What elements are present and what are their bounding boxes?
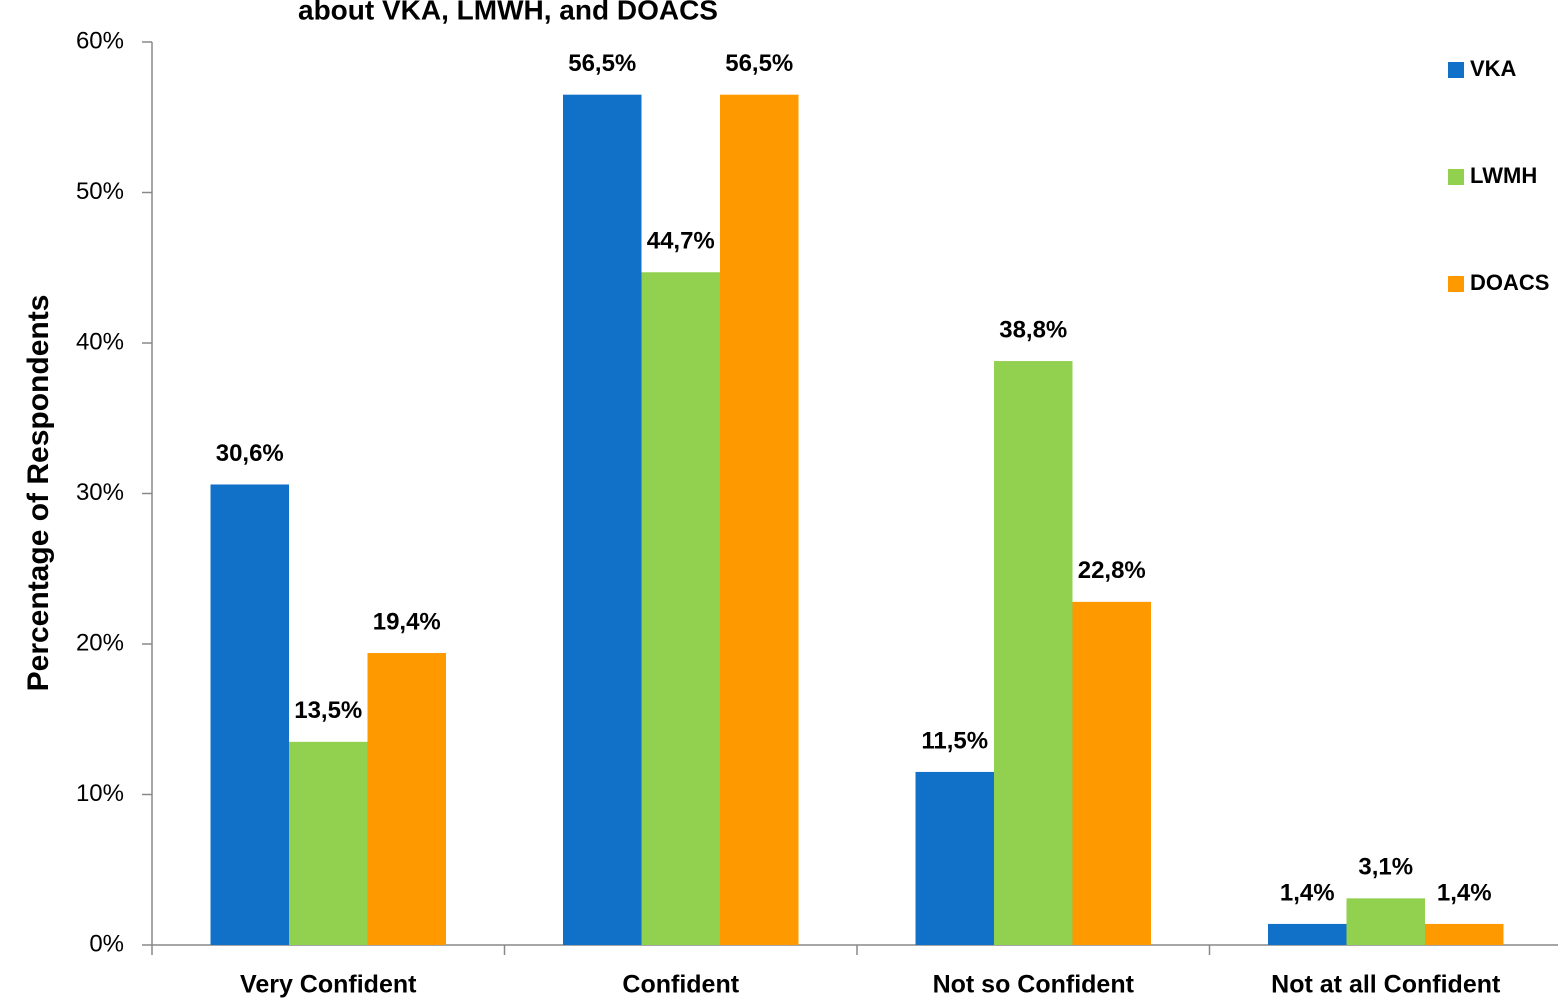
legend-label: VKA <box>1470 56 1517 81</box>
value-label: 44,7% <box>647 228 715 255</box>
legend-swatch <box>1448 169 1464 185</box>
x-tick-label: Very Confident <box>240 971 417 999</box>
value-label: 30,6% <box>216 440 284 467</box>
bar <box>720 94 799 946</box>
value-label: 13,5% <box>294 697 362 724</box>
x-tick-label: Not so Confident <box>933 971 1135 999</box>
legend-swatch <box>1448 62 1464 78</box>
legend-swatch <box>1448 276 1464 292</box>
value-label: 19,4% <box>373 608 441 635</box>
x-tick-label: Not at all Confident <box>1271 971 1501 999</box>
y-tick-label: 10% <box>76 780 124 807</box>
value-label: 1,4% <box>1437 879 1492 906</box>
bar <box>641 272 720 945</box>
legend-label: LWMH <box>1470 163 1537 188</box>
x-tick-label: Confident <box>622 971 739 999</box>
legend-label: DOACS <box>1470 270 1549 295</box>
bar <box>563 94 642 946</box>
bar <box>289 741 368 945</box>
value-label: 22,8% <box>1078 557 1146 584</box>
value-label: 1,4% <box>1280 879 1335 906</box>
bar <box>915 771 994 945</box>
bar <box>1346 898 1425 945</box>
y-tick-label: 60% <box>76 27 124 54</box>
bar <box>210 484 289 945</box>
bar <box>994 361 1073 945</box>
y-tick-label: 30% <box>76 479 124 506</box>
value-label: 56,5% <box>725 50 793 77</box>
y-tick-label: 50% <box>76 178 124 205</box>
value-label: 38,8% <box>999 316 1067 343</box>
bar <box>1072 601 1151 945</box>
y-axis-label: Percentage of Respondents <box>22 295 55 692</box>
bar <box>1425 923 1504 945</box>
bar <box>1268 923 1347 945</box>
y-tick-label: 40% <box>76 328 124 355</box>
bar <box>367 653 446 945</box>
value-label: 11,5% <box>921 727 988 754</box>
y-tick-label: 0% <box>89 930 124 957</box>
y-tick-label: 20% <box>76 629 124 656</box>
chart-title: about VKA, LMWH, and DOACS <box>298 0 718 25</box>
value-label: 3,1% <box>1358 854 1413 881</box>
value-label: 56,5% <box>568 50 636 77</box>
